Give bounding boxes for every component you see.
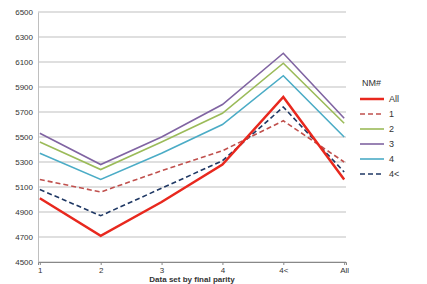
lines: [40, 53, 344, 236]
y-tick-label: 5100: [15, 183, 33, 192]
y-tick: 4700: [15, 233, 38, 242]
x-tick-label: 4<: [279, 266, 288, 275]
x-tick-label: 1: [38, 266, 43, 275]
series-line: [40, 107, 344, 216]
legend-label: 3: [389, 139, 394, 149]
x-tick-label: 4: [221, 266, 226, 275]
legend-label: 2: [389, 124, 394, 134]
x-tick: All: [340, 262, 349, 275]
grid-line: [38, 37, 346, 38]
y-tick: 4900: [15, 208, 38, 217]
grid-line: [38, 187, 346, 188]
x-tick: 1: [38, 262, 43, 275]
y-tick-label: 5700: [15, 108, 33, 117]
y-tick-label: 5900: [15, 83, 33, 92]
x-tick: 3: [160, 262, 165, 275]
legend-label: 1: [389, 109, 394, 119]
y-axis: 4500 4700 4900 5100 5300 5500 5700 5900 6100 6300…: [15, 8, 38, 267]
y-tick: 5900: [15, 83, 38, 92]
x-tick-label: 2: [99, 266, 104, 275]
x-tick-mark: [101, 262, 102, 265]
y-tick-label: 5500: [15, 133, 33, 142]
y-tick: 5300: [15, 158, 38, 167]
legend-label: 4: [389, 154, 394, 164]
y-tick-label: 4700: [15, 233, 33, 242]
x-tick-label: All: [340, 266, 349, 275]
y-tick: 6100: [15, 58, 38, 67]
y-tick: 5500: [15, 133, 38, 142]
legend-label: All: [389, 94, 399, 104]
y-tick: 5700: [15, 108, 38, 117]
y-tick-label: 4500: [15, 258, 33, 267]
x-tick-mark: [344, 262, 345, 265]
legend-swatch: [360, 113, 384, 115]
x-axis-title: Data set by final parity: [149, 275, 235, 284]
grid-line: [38, 87, 346, 88]
x-tick-mark: [162, 262, 163, 265]
legend-swatch: [360, 173, 384, 175]
y-axis-line: [38, 13, 39, 263]
legend-label: 4<: [389, 169, 399, 179]
series-line: [40, 53, 344, 164]
x-tick: 2: [99, 262, 104, 275]
x-tick: 4<: [279, 262, 288, 275]
legend: NM# All 1 2 3 4 4<: [360, 78, 399, 179]
y-tick-label: 6500: [15, 8, 33, 17]
y-tick-label: 4900: [15, 208, 33, 217]
grid-line: [38, 112, 346, 113]
x-axis-line: [39, 263, 347, 266]
grid-line: [38, 12, 346, 13]
y-tick-label: 5300: [15, 158, 33, 167]
legend-swatch: [360, 128, 384, 130]
y-tick: 6300: [15, 33, 38, 42]
x-tick-mark: [40, 262, 41, 265]
y-tick-label: 6100: [15, 58, 33, 67]
grid-line: [38, 212, 346, 213]
legend-swatch: [360, 98, 384, 101]
legend-title: NM#: [362, 78, 381, 88]
y-tick: 5100: [15, 183, 38, 192]
grid-line: [38, 237, 346, 238]
y-tick: 6500: [15, 8, 38, 17]
grid: [38, 12, 346, 262]
x-tick-mark: [222, 262, 223, 265]
legend-swatch: [360, 158, 384, 160]
x-axis: 1 2 3 4 4< All: [38, 262, 349, 275]
grid-line: [38, 62, 346, 63]
legend-swatch: [360, 143, 384, 145]
chart: 4500 4700 4900 5100 5300 5500 5700 5900 6100 6300…: [0, 0, 427, 284]
x-tick: 4: [221, 262, 226, 275]
grid-line: [38, 137, 346, 138]
x-tick-label: 3: [160, 266, 165, 275]
y-tick: 4500: [15, 258, 38, 267]
y-tick-label: 6300: [15, 33, 33, 42]
x-tick-mark: [283, 262, 284, 265]
series-line: [40, 97, 344, 236]
series-line: [40, 121, 344, 192]
